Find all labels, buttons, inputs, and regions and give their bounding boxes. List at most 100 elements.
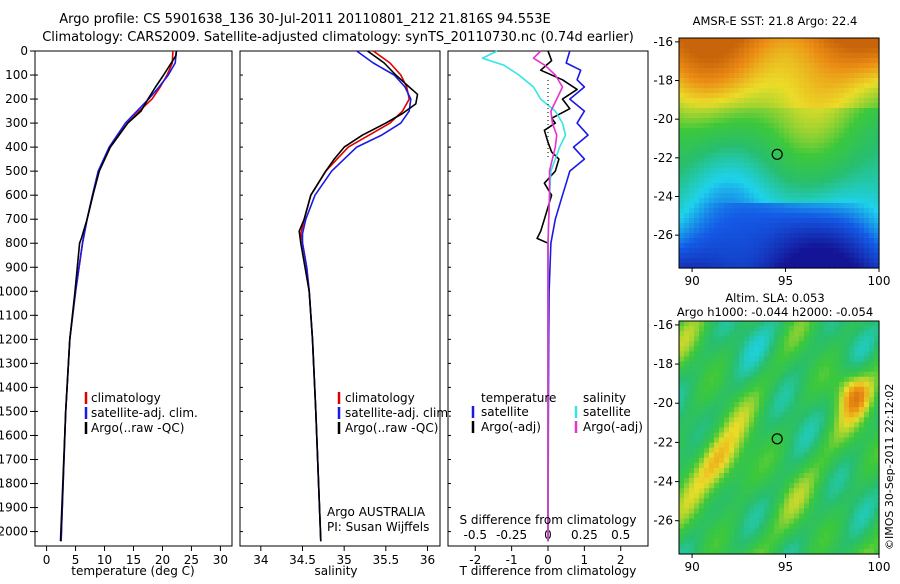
map-cell: [809, 321, 815, 327]
map-cell: [714, 467, 720, 474]
map-cell: [839, 341, 845, 347]
map-cell: [799, 402, 805, 408]
map-cell: [849, 158, 855, 164]
map-cell: [819, 173, 825, 179]
map-cell: [814, 208, 820, 214]
map-cell: [804, 208, 810, 214]
map-cell: [769, 263, 775, 269]
map-cell: [874, 346, 880, 352]
map-cell: [874, 138, 880, 144]
map-cell: [744, 371, 750, 378]
map-cell: [819, 83, 825, 89]
map-cell: [844, 43, 850, 49]
map-cell: [794, 58, 800, 64]
map-cell: [729, 133, 735, 139]
map-cell: [824, 366, 830, 373]
map-cell: [754, 173, 760, 179]
map-cell: [834, 376, 840, 383]
map-cell: [779, 376, 785, 383]
map-cell: [764, 203, 770, 209]
map-cell: [854, 407, 860, 413]
map-cell: [744, 38, 750, 44]
map-cell: [839, 158, 845, 164]
map-cell: [759, 188, 765, 194]
map-cell: [829, 371, 835, 378]
map-cell: [699, 346, 705, 352]
map-cell: [789, 407, 795, 413]
map-cell: [749, 98, 755, 104]
map-cell: [739, 523, 745, 530]
map-cell: [789, 53, 795, 59]
map-cell: [829, 386, 835, 393]
map-cell: [869, 158, 875, 164]
map-cell: [864, 108, 870, 114]
map-cell: [794, 143, 800, 149]
map-cell: [804, 98, 810, 104]
map-cell: [764, 523, 770, 530]
map-cell: [814, 508, 820, 515]
map-cell: [679, 543, 685, 550]
sst-map-frame: [678, 37, 880, 269]
map-cell: [829, 248, 835, 254]
map-cell: [824, 381, 830, 388]
map-cell: [709, 53, 715, 59]
map-cell: [829, 447, 835, 454]
map-cell: [744, 73, 750, 79]
map-cell: [784, 83, 790, 89]
map-cell: [814, 457, 820, 464]
map-cell: [709, 321, 715, 327]
map-cell: [814, 168, 820, 174]
map-cell: [684, 386, 690, 393]
map-cell: [869, 243, 875, 249]
map-cell: [709, 528, 715, 535]
map-cell: [689, 138, 695, 144]
map-cell: [754, 108, 760, 114]
map-cell: [764, 53, 770, 59]
map-cell: [859, 68, 865, 74]
map-cell: [859, 478, 865, 484]
map-cell: [679, 183, 685, 189]
map-cell: [869, 78, 875, 84]
map-cell: [694, 508, 700, 515]
map-cell: [764, 437, 770, 444]
map-cell: [844, 148, 850, 154]
map-cell: [789, 402, 795, 408]
map-cell: [769, 133, 775, 139]
map-cell: [874, 38, 880, 44]
lon-tick-label: 90: [684, 560, 699, 574]
map-cell: [794, 108, 800, 114]
map-cell: [839, 253, 845, 259]
map-cell: [784, 533, 790, 540]
map-cell: [774, 58, 780, 64]
map-cell: [729, 213, 735, 219]
map-cell: [794, 386, 800, 393]
map-cell: [699, 263, 705, 269]
map-cell: [839, 118, 845, 124]
map-cell: [704, 427, 710, 434]
map-cell: [729, 113, 735, 119]
map-cell: [829, 356, 835, 363]
map-cell: [834, 528, 840, 535]
map-cell: [859, 208, 865, 214]
map-cell: [679, 163, 685, 169]
map-cell: [684, 148, 690, 154]
map-cell: [719, 356, 725, 363]
map-cell: [724, 83, 730, 89]
map-cell: [689, 356, 695, 363]
map-cell: [754, 386, 760, 393]
map-cell: [704, 78, 710, 84]
map-cell: [759, 493, 765, 499]
map-cell: [794, 43, 800, 49]
map-cell: [774, 63, 780, 69]
map-cell: [824, 158, 830, 164]
map-cell: [699, 193, 705, 199]
map-cell: [824, 78, 830, 84]
map-cell: [719, 38, 725, 44]
map-cell: [804, 447, 810, 454]
map-cell: [709, 68, 715, 74]
map-cell: [754, 133, 760, 139]
map-cell: [719, 98, 725, 104]
map-cell: [804, 58, 810, 64]
map-cell: [764, 478, 770, 484]
map-cell: [754, 326, 760, 332]
